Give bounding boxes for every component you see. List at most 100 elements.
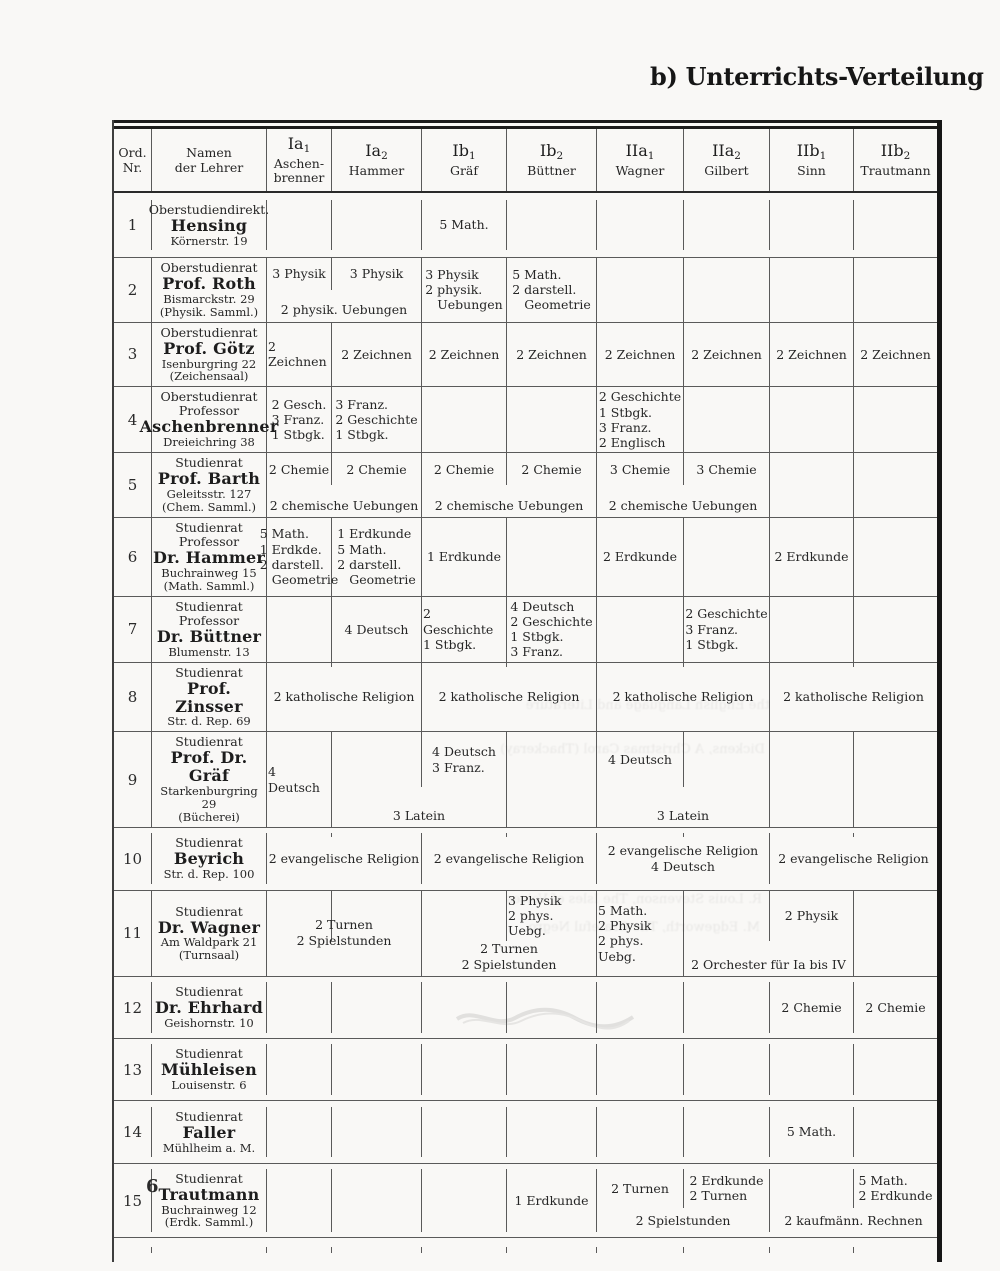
- subject-cell: 2 Chemie: [267, 453, 332, 486]
- subject-cell: [854, 258, 937, 322]
- class-code: Ia1: [287, 134, 311, 156]
- subject-line: 4 Deutsch: [268, 764, 320, 795]
- teacher-address: (Chem. Samml.): [161, 500, 257, 515]
- subject-cell: [422, 387, 507, 453]
- subject-cell: [770, 199, 854, 251]
- subject-cell: [854, 518, 937, 596]
- teacher-cell: Studienrat Prof. Barth Geleitsstr. 127 (Che…: [152, 453, 267, 517]
- subject-line: 1 Erdkde.: [259, 541, 322, 557]
- header-cell-class-IIa1: IIa1 Wagner: [597, 129, 684, 191]
- subject-cell: [597, 596, 684, 662]
- class-teacher-name: Trautmann: [855, 163, 936, 178]
- subject-entry: 4 Deutsch: [608, 752, 672, 767]
- table-row: 13 Studienrat Mühleisen Louisenstr. 6: [114, 1039, 937, 1101]
- subject-entry: 2 Geschichte 1 Stbgk.: [423, 606, 505, 652]
- subject-cell: [684, 517, 770, 596]
- teacher-address: Geishornstr. 10: [164, 1016, 254, 1031]
- subject-line: 2 darstell.: [259, 556, 324, 572]
- subject-cell: [597, 833, 684, 838]
- subject-cell: [684, 732, 770, 788]
- header-cell-ord-nr: Ord. Nr.: [114, 129, 152, 191]
- subject-entry: 5 Math. 2 Physik 2 phys. Uebg.: [598, 903, 682, 964]
- subject-line: 4 Deutsch: [510, 598, 575, 614]
- subject-entry: 2 Turnen: [611, 1181, 669, 1196]
- class-teacher-name: Wagner: [598, 163, 682, 178]
- subject-line: 2 Geschichte: [423, 606, 494, 637]
- subject-cell: [422, 662, 507, 667]
- teacher-rank: Studienrat: [175, 903, 243, 919]
- subject-line: 1 Stbgk.: [271, 427, 325, 443]
- subject-cell: 3 Chemie: [684, 453, 770, 486]
- header-line: Nr.: [122, 160, 143, 175]
- subject-cell: [422, 1106, 507, 1158]
- subject-line: 2 kaufmänn. Rechnen: [784, 1213, 923, 1229]
- page-number: 6: [146, 1176, 159, 1197]
- subject-cell: [507, 517, 597, 596]
- subject-entry: 3 Physik 2 phys. Uebg.: [508, 893, 595, 939]
- subject-cell: [770, 596, 854, 662]
- subject-line: 2 chemische Uebungen: [608, 497, 758, 513]
- subject-cell: [332, 199, 422, 251]
- subject-entry: 1 Erdkunde 5 Math. 2 darstell. Geometrie: [337, 526, 416, 587]
- subject-cell: 3 Chemie: [597, 453, 684, 486]
- spanning-subject-cell: 2 chemische Uebungen: [422, 485, 597, 517]
- header-cell-class-Ia1: Ia1 Aschen-brenner: [267, 129, 332, 191]
- spanning-subject-cell: 2 katholische Religion: [267, 662, 422, 732]
- subject-line: 1 Stbgk.: [598, 404, 652, 420]
- teacher-address: Str. d. Rep. 69: [167, 714, 251, 729]
- teacher-name: Trautmann: [158, 1184, 260, 1204]
- subject-line: 3 Chemie: [696, 461, 757, 477]
- subject-line: 2 Chemie: [268, 461, 330, 477]
- teacher-rank: Studienrat: [175, 1108, 243, 1124]
- table-row: 5 Studienrat Prof. Barth Geleitsstr. 127 (Ch…: [114, 453, 937, 518]
- teacher-rank: Professor: [178, 612, 240, 628]
- header-cell-class-Ib2: Ib2 Büttner: [507, 129, 597, 191]
- teacher-rank: Professor: [178, 403, 240, 419]
- subject-cell: [854, 1107, 937, 1158]
- teacher-rank: Professor: [178, 533, 240, 549]
- spanning-subject-cell: 2 evangelische Religion 4 Deutsch: [597, 833, 770, 885]
- subject-line: 1 Stbgk.: [510, 629, 564, 645]
- class-teacher-name: Hammer: [333, 163, 420, 178]
- subject-cell: 2 Geschichte 1 Stbgk.: [422, 596, 507, 662]
- table-row: 2 Oberstudienrat Prof. Roth Bismarckstr. 29…: [114, 258, 937, 323]
- teacher-address: Dreieichring 38: [163, 435, 255, 450]
- page-title: b) Unterrichts-Verteilung: [650, 62, 984, 91]
- subject-line: 2 Zeichnen: [428, 346, 500, 362]
- teacher-address: (Erdk. Samml.): [164, 1215, 254, 1230]
- row-number: 10: [114, 833, 152, 885]
- teacher-cell: Studienrat Prof. Zinsser Str. d. Rep. 69: [152, 662, 267, 732]
- subject-entry: 2 Zeichnen: [776, 347, 847, 362]
- subject-cell: [507, 1247, 597, 1253]
- subject-cell: 3 Physik 2 physik. Uebungen: [422, 258, 507, 322]
- subject-entry: 2 Zeichnen: [691, 347, 762, 362]
- subject-line: 2 Geschichte: [510, 613, 593, 629]
- subject-cell: [507, 1106, 597, 1158]
- subject-line: 2 evangelische Religion: [433, 850, 585, 866]
- subject-cell: [422, 890, 507, 941]
- subject-entry: 3 Physik 2 physik. Uebungen: [425, 267, 503, 313]
- teacher-address: Str. d. Rep. 100: [163, 867, 255, 882]
- subject-cell: 3 Physik 2 phys. Uebg.: [507, 890, 597, 941]
- teacher-rank: Studienrat: [175, 664, 243, 680]
- subject-line: 2 Zeichnen: [341, 346, 412, 362]
- subject-line: 2 Chemie: [865, 999, 926, 1015]
- subject-line: 2 chemische Uebungen: [269, 497, 419, 513]
- teacher-name: Dr. Ehrhard: [154, 998, 264, 1018]
- header-cell-class-IIb2: IIb2 Trautmann: [854, 129, 937, 191]
- class-code: Ib2: [539, 141, 564, 163]
- subject-line: 3 Latein: [392, 807, 446, 823]
- subject-line: 2 Orchester für Ia bis IV: [691, 956, 846, 972]
- subject-cell: [854, 732, 937, 826]
- teacher-rank: Oberstudienrat: [160, 389, 258, 405]
- subject-line: 2 evangelische Religion: [268, 850, 420, 866]
- row-number: 14: [114, 1106, 152, 1158]
- subject-entry: 3 Physik: [350, 266, 403, 281]
- subject-line: 4 Deutsch: [432, 744, 496, 760]
- subject-cell: 2 Zeichnen: [854, 323, 937, 387]
- subject-cell: 2 Zeichnen: [267, 322, 332, 387]
- subject-line: 2 Erdkunde: [858, 1188, 933, 1204]
- spanning-subject-cell: 2 katholische Religion: [770, 663, 937, 732]
- subject-cell: 1 Erdkunde: [422, 517, 507, 596]
- subject-line: 2 Zeichnen: [604, 346, 676, 362]
